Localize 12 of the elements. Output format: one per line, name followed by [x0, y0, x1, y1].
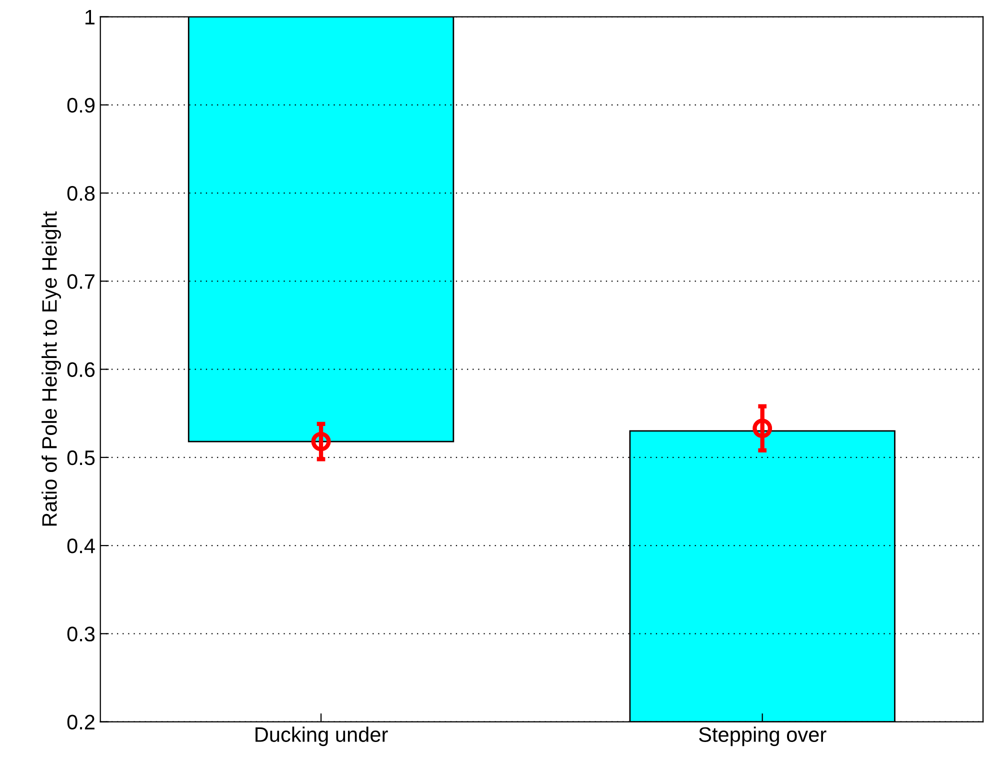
- y-axis-title: Ratio of Pole Height to Eye Height: [42, 211, 61, 526]
- y-tick-label: 0.4: [67, 538, 95, 554]
- y-tick-label: 0.7: [67, 274, 94, 289]
- y-tick-label: 0.9: [67, 98, 95, 113]
- y-tick-label: 0.5: [67, 450, 95, 466]
- x-tick-label: Ducking under: [256, 726, 388, 746]
- x-tick-label: Stepping over: [699, 726, 826, 746]
- y-tick-label: 0.2: [67, 714, 94, 730]
- y-tick-label: 0.3: [67, 626, 95, 642]
- y-tick-label: 0.8: [67, 186, 95, 201]
- y-tick-label: 0.6: [67, 362, 95, 378]
- y-tick-label: 1: [86, 10, 94, 24]
